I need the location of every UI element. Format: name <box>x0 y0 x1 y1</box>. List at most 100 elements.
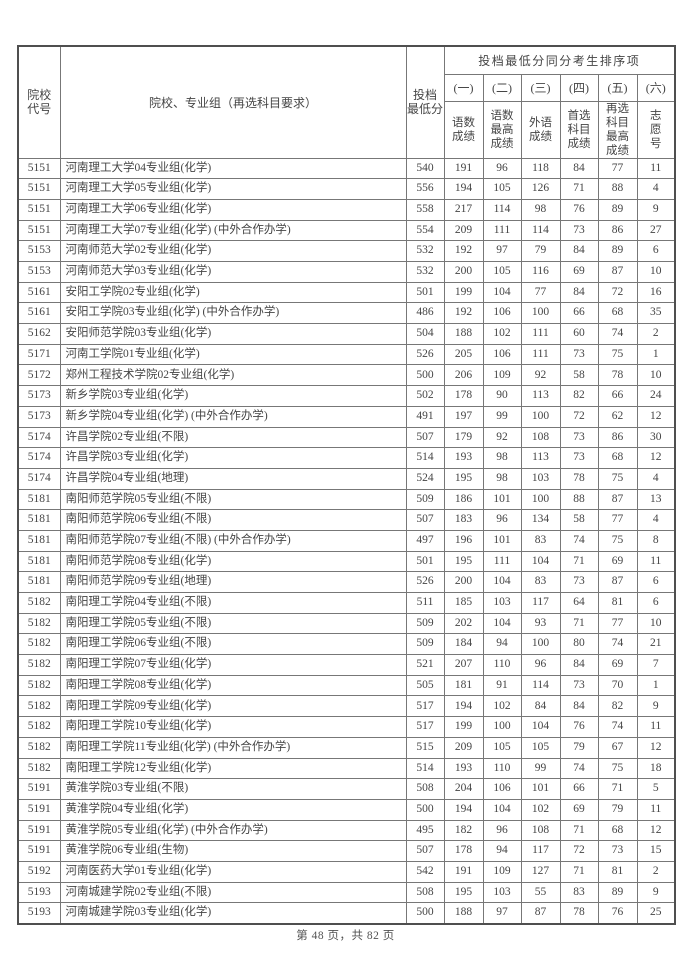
sort-value-5: 67 <box>597 736 638 759</box>
min-score: 491 <box>405 405 445 428</box>
sort-value-2: 90 <box>482 385 522 407</box>
sort-value-5: 72 <box>597 281 638 304</box>
header-tiebreak-num-2: (二) <box>482 73 522 102</box>
sort-value-5: 79 <box>597 798 638 821</box>
sort-value-2: 105 <box>482 261 522 283</box>
sort-value-6: 5 <box>636 778 676 800</box>
sort-value-2: 106 <box>482 343 522 366</box>
sort-value-5: 75 <box>597 343 638 366</box>
sort-value-4: 71 <box>559 550 599 573</box>
sort-value-2: 103 <box>482 592 522 614</box>
sort-value-5: 68 <box>597 819 638 842</box>
sort-value-3: 84 <box>520 695 561 718</box>
sort-value-4: 83 <box>559 881 599 904</box>
table-row: 5153 河南师范大学03专业组(化学) 532 200 105 116 69 87 10 <box>17 261 676 283</box>
sort-value-4: 84 <box>559 281 599 304</box>
college-code: 5181 <box>17 488 61 511</box>
college-group-name: 南阳理工学院10专业组(化学) <box>59 716 407 738</box>
page-footer: 第 48 页，共 82 页 <box>296 930 395 942</box>
sort-value-3: 105 <box>520 736 561 759</box>
sort-value-6: 35 <box>636 302 676 325</box>
sort-value-2: 96 <box>482 819 522 842</box>
college-group-name: 河南理工大学06专业组(化学) <box>59 198 407 221</box>
sort-value-6: 16 <box>636 281 676 304</box>
sort-value-4: 73 <box>559 343 599 366</box>
sort-value-3: 116 <box>520 261 561 283</box>
header-row-top: 院校 代号 院校、专业组（再选科目要求） 投档 最低分 投档最低分同分考生排序项 <box>17 45 676 159</box>
sort-value-3: 100 <box>520 405 561 428</box>
min-score: 515 <box>405 736 445 759</box>
sort-value-3: 126 <box>520 178 561 200</box>
header-tiebreak-num-1: (一) <box>443 73 484 102</box>
sort-value-6: 2 <box>636 860 676 883</box>
sort-value-4: 58 <box>559 509 599 531</box>
sort-value-1: 185 <box>443 592 484 614</box>
sort-value-5: 75 <box>597 467 638 490</box>
sort-value-1: 188 <box>443 323 484 345</box>
header-tiebreak-num-3: (三) <box>520 73 561 102</box>
min-score: 502 <box>405 385 445 407</box>
table-row: 5191 黄淮学院04专业组(化学) 500 194 104 102 69 79 11 <box>17 798 676 821</box>
sort-value-1: 196 <box>443 529 484 552</box>
sort-value-3: 102 <box>520 798 561 821</box>
college-group-name: 黄淮学院04专业组(化学) <box>59 798 407 821</box>
sort-value-4: 84 <box>559 654 599 676</box>
college-code: 5174 <box>17 467 61 490</box>
header-tiebreak-label-6: 志 愿 号 <box>636 100 676 159</box>
header-min-score: 投档 最低分 <box>405 45 445 159</box>
header-college-group: 院校、专业组（再选科目要求） <box>59 45 407 159</box>
sort-value-4: 71 <box>559 860 599 883</box>
sort-value-3: 104 <box>520 716 561 738</box>
header-tiebreak-num-6: (六) <box>636 73 676 102</box>
min-score: 540 <box>405 157 445 180</box>
college-group-name: 安阳师范学院03专业组(化学) <box>59 323 407 345</box>
college-code: 5181 <box>17 550 61 573</box>
sort-value-1: 209 <box>443 219 484 242</box>
header-college-code: 院校 代号 <box>17 45 61 159</box>
sort-value-4: 80 <box>559 633 599 656</box>
sort-value-1: 188 <box>443 902 484 924</box>
college-group-name: 南阳师范学院08专业组(化学) <box>59 550 407 573</box>
college-group-name: 河南师范大学02专业组(化学) <box>59 240 407 262</box>
sort-value-5: 68 <box>597 302 638 325</box>
min-score: 521 <box>405 654 445 676</box>
sort-value-2: 94 <box>482 840 522 862</box>
header-tiebreak-num-4: (四) <box>559 73 599 102</box>
sort-value-6: 10 <box>636 364 676 387</box>
sort-value-6: 27 <box>636 219 676 242</box>
header-tiebreak-label-5: 再选 科目 最高 成绩 <box>597 100 638 159</box>
sort-value-3: 77 <box>520 281 561 304</box>
sort-value-6: 9 <box>636 695 676 718</box>
sort-value-1: 183 <box>443 509 484 531</box>
sort-value-1: 179 <box>443 426 484 449</box>
sort-value-5: 66 <box>597 385 638 407</box>
sort-value-1: 199 <box>443 281 484 304</box>
sort-value-5: 88 <box>597 178 638 200</box>
min-score: 526 <box>405 343 445 366</box>
college-group-name: 南阳理工学院11专业组(化学) (中外合作办学) <box>59 736 407 759</box>
sort-value-4: 72 <box>559 405 599 428</box>
sort-value-4: 79 <box>559 736 599 759</box>
sort-value-1: 192 <box>443 240 484 262</box>
college-code: 5161 <box>17 302 61 325</box>
table-row: 5171 河南工学院01专业组(化学) 526 205 106 111 73 75 1 <box>17 343 676 366</box>
college-code: 5181 <box>17 509 61 531</box>
sort-value-4: 58 <box>559 364 599 387</box>
college-code: 5191 <box>17 840 61 862</box>
sort-value-1: 200 <box>443 261 484 283</box>
sort-value-2: 114 <box>482 198 522 221</box>
college-code: 5191 <box>17 819 61 842</box>
admission-score-table: 院校 代号 院校、专业组（再选科目要求） 投档 最低分 投档最低分同分考生排序项… <box>17 45 677 925</box>
college-code: 5191 <box>17 798 61 821</box>
sort-value-4: 78 <box>559 467 599 490</box>
sort-value-6: 10 <box>636 261 676 283</box>
sort-value-1: 192 <box>443 302 484 325</box>
college-group-name: 许昌学院04专业组(地理) <box>59 467 407 490</box>
table-row: 5151 河南理工大学06专业组(化学) 558 217 114 98 76 89 9 <box>17 198 676 221</box>
sort-value-5: 82 <box>597 695 638 718</box>
sort-value-5: 69 <box>597 654 638 676</box>
college-code: 5162 <box>17 323 61 345</box>
min-score: 524 <box>405 467 445 490</box>
college-group-name: 河南城建学院02专业组(不限) <box>59 881 407 904</box>
header-tiebreak-label-4: 首选 科目 成绩 <box>559 100 599 159</box>
